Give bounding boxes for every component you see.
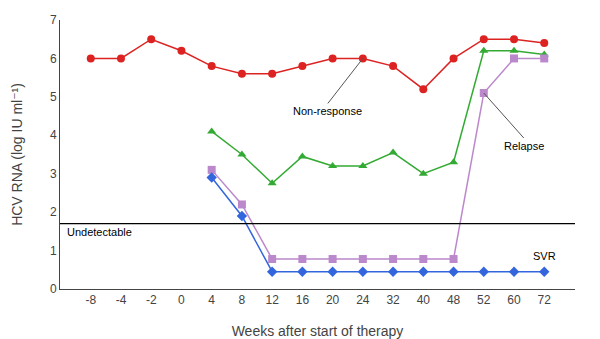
svg-text:-8: -8 [85,293,96,307]
svg-text:Non-response: Non-response [293,105,362,117]
svg-text:40: 40 [417,293,431,307]
svg-text:32: 32 [386,293,400,307]
svg-text:3: 3 [50,167,57,181]
svg-text:2: 2 [50,205,57,219]
svg-text:52: 52 [477,293,491,307]
svg-text:72: 72 [538,293,552,307]
svg-text:4: 4 [208,293,215,307]
svg-text:1: 1 [50,244,57,258]
svg-text:Relapse: Relapse [504,140,544,152]
svg-text:8: 8 [239,293,246,307]
svg-text:7: 7 [50,13,57,27]
svg-text:24: 24 [356,293,370,307]
svg-text:20: 20 [326,293,340,307]
svg-text:0: 0 [178,293,185,307]
svg-text:-2: -2 [146,293,157,307]
svg-text:SVR: SVR [533,250,556,262]
svg-text:4: 4 [50,128,57,142]
svg-text:5: 5 [50,90,57,104]
svg-text:0: 0 [50,282,57,296]
svg-text:6: 6 [50,52,57,66]
svg-text:12: 12 [265,293,279,307]
svg-text:60: 60 [507,293,521,307]
svg-text:HCV RNA (log IU ml⁻¹): HCV RNA (log IU ml⁻¹) [9,83,25,226]
svg-text:Weeks after start of therapy: Weeks after start of therapy [232,323,404,339]
svg-text:Undetectable: Undetectable [67,226,132,238]
svg-text:16: 16 [296,293,310,307]
svg-text:48: 48 [447,293,461,307]
svg-text:-4: -4 [116,293,127,307]
